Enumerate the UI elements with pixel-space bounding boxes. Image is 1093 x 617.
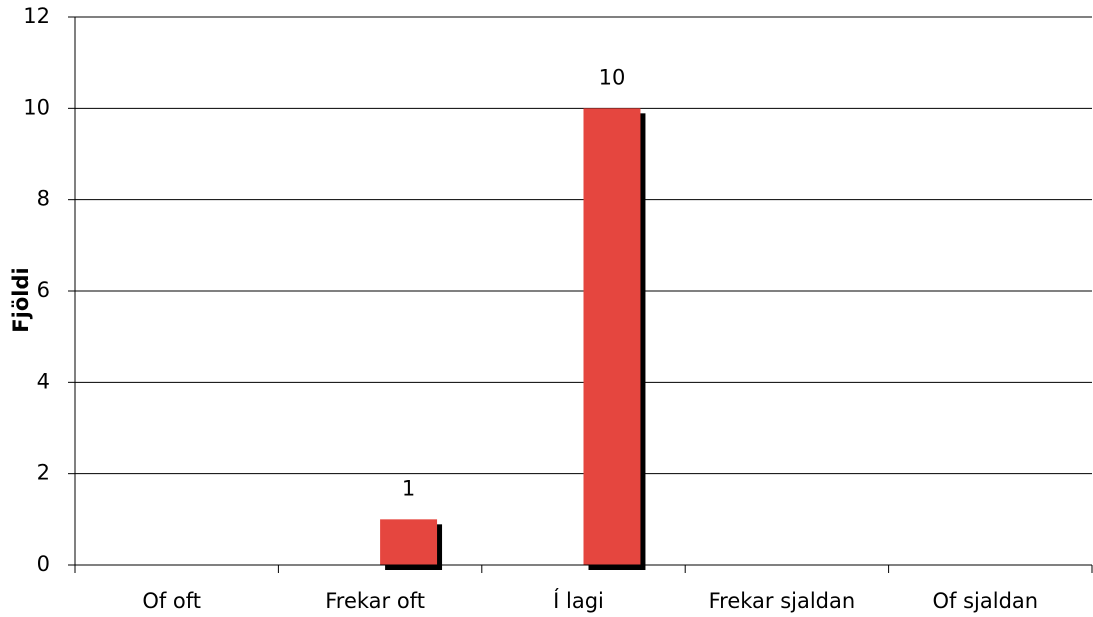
y-tick-label: 2 <box>37 461 50 485</box>
x-tick-label: Frekar oft <box>325 589 425 613</box>
x-tick-label: Í lagi <box>553 588 604 613</box>
y-tick-label: 12 <box>23 4 50 28</box>
y-tick-label: 6 <box>37 278 50 302</box>
y-tick-label: 4 <box>37 369 50 393</box>
bar <box>583 108 641 565</box>
value-label: 1 <box>402 476 415 500</box>
y-tick-label: 10 <box>23 95 50 119</box>
x-tick-label: Frekar sjaldan <box>709 589 856 613</box>
y-tick-label: 0 <box>37 552 50 576</box>
x-tick-label: Of oft <box>142 589 201 613</box>
bar <box>380 519 438 565</box>
value-label: 10 <box>599 65 626 89</box>
y-axis-label: Fjöldi <box>9 267 33 332</box>
x-tick-label: Of sjaldan <box>933 589 1039 613</box>
y-tick-label: 8 <box>37 187 50 211</box>
